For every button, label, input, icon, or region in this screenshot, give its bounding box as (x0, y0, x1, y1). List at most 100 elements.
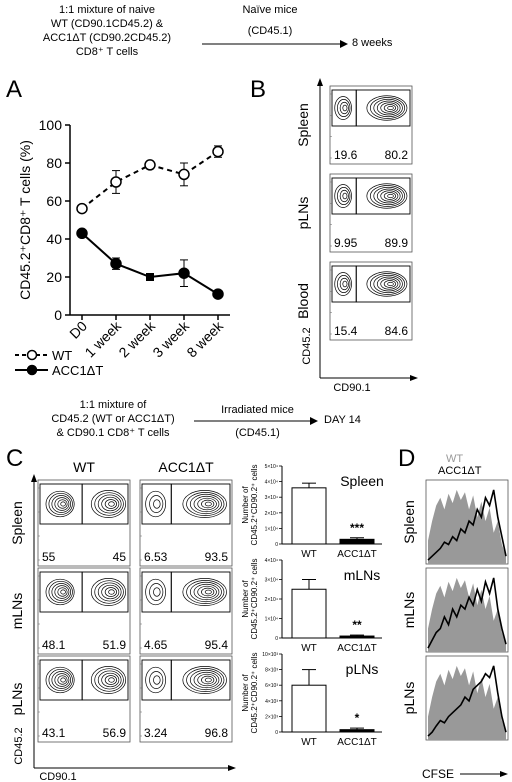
x-tick-label: WT (301, 643, 317, 654)
contour (51, 495, 72, 513)
x-axis-arrowhead (500, 771, 508, 777)
contour (101, 672, 120, 688)
x-tick-label: 8 week (183, 317, 226, 360)
y-tick-label: 20 (46, 269, 62, 285)
contour (45, 490, 75, 518)
contour (342, 192, 348, 200)
gate-right-value: 96.8 (205, 726, 229, 740)
row-label: pLNs (401, 682, 417, 715)
column-header-wt: WT (73, 459, 95, 475)
contour (48, 668, 73, 692)
schematic1-line4: CD8⁺ T cells (75, 46, 139, 58)
y-axis-arrowhead (31, 474, 37, 482)
contour (376, 188, 401, 204)
y-tick-label: 10×10³ (262, 652, 278, 658)
row-label: mLNs (401, 592, 417, 629)
contour (54, 585, 70, 599)
plot-frame (329, 85, 413, 165)
legend-marker (26, 364, 38, 376)
gate-right-value: 45 (113, 550, 127, 564)
data-point (212, 288, 224, 300)
gate-right-value: 89.9 (385, 236, 409, 250)
x-tick-label: WT (301, 737, 317, 748)
legend-label: WT (52, 348, 72, 363)
contour (380, 102, 399, 114)
y-tick-label: 100 (39, 117, 63, 133)
flow-plot (139, 655, 233, 743)
contour (204, 677, 212, 683)
contour (189, 493, 222, 515)
contour (60, 677, 66, 683)
row-label: pLNs (295, 197, 311, 230)
contour (376, 276, 401, 292)
row-label: mLNs (9, 593, 25, 630)
flow-plot (139, 479, 233, 567)
schematic1-line1: 1:1 mixture of naive (59, 4, 155, 16)
contour (60, 501, 66, 507)
chart-title: Spleen (340, 473, 384, 489)
schematic2-arrow-top: Irradiated mice (221, 404, 294, 416)
contour (339, 189, 349, 203)
data-point (178, 267, 190, 279)
data-point (110, 257, 122, 270)
x-tick-label: 1 week (81, 317, 124, 360)
y-tick-label: 2×10³ (265, 714, 278, 720)
contour (193, 671, 220, 689)
schematic1-line2: WT (CD90.1CD45.2) & (50, 18, 164, 30)
x-tick-label: D0 (66, 318, 90, 342)
contour (383, 280, 396, 288)
contour (97, 582, 122, 602)
contour (57, 675, 68, 685)
contour (97, 670, 122, 690)
contour (337, 275, 351, 293)
contour (94, 492, 124, 516)
x-tick-label: WT (301, 549, 317, 560)
contour (369, 97, 406, 119)
plot-frame (139, 655, 233, 743)
y-axis-label: CD45.2 (13, 727, 25, 764)
contour (145, 666, 166, 694)
contour (197, 497, 217, 511)
contour (104, 499, 117, 509)
y-axis-label: CD45.2 (301, 327, 313, 364)
gate-left-value: 43.1 (42, 726, 66, 740)
gate-right (355, 265, 411, 303)
histogram-acc1 (427, 489, 507, 561)
flow-plot (37, 567, 131, 655)
contour (366, 95, 408, 121)
gate-right-value: 93.5 (205, 550, 229, 564)
contour (51, 671, 72, 689)
data-point (178, 168, 190, 181)
contour (380, 278, 399, 290)
contour (90, 578, 127, 606)
data-point (110, 176, 122, 188)
plot-frame (139, 567, 233, 655)
y-tick-label: 2×10⁴ (265, 597, 278, 603)
contour (201, 499, 215, 509)
gate-left-value: 4.65 (144, 638, 168, 652)
y-tick-label: 0 (54, 307, 62, 323)
histogram-acc1 (427, 665, 507, 737)
panel-a-letter: A (6, 76, 23, 103)
contour (373, 274, 403, 294)
y-tick-label: 6×10³ (265, 683, 278, 689)
plot-frame (329, 173, 413, 253)
gate-right-value: 56.9 (103, 726, 127, 740)
contour (60, 589, 66, 595)
y-axis-label-2: CD45.2⁺CD90.2⁺ cells (250, 465, 259, 546)
x-axis-arrowhead (228, 765, 236, 771)
contour (153, 675, 161, 685)
x-tick-label: 2 week (115, 317, 158, 360)
contour (380, 190, 399, 202)
histogram-wt (428, 577, 506, 652)
x-tick-label: ACC1ΔT (337, 737, 376, 748)
contour (373, 98, 403, 118)
y-tick-label: 8×10³ (265, 668, 278, 674)
contour (186, 667, 225, 693)
gate-right (355, 177, 411, 215)
bar (339, 729, 375, 733)
data-point (212, 145, 224, 158)
gate-right-value: 95.4 (205, 638, 229, 652)
